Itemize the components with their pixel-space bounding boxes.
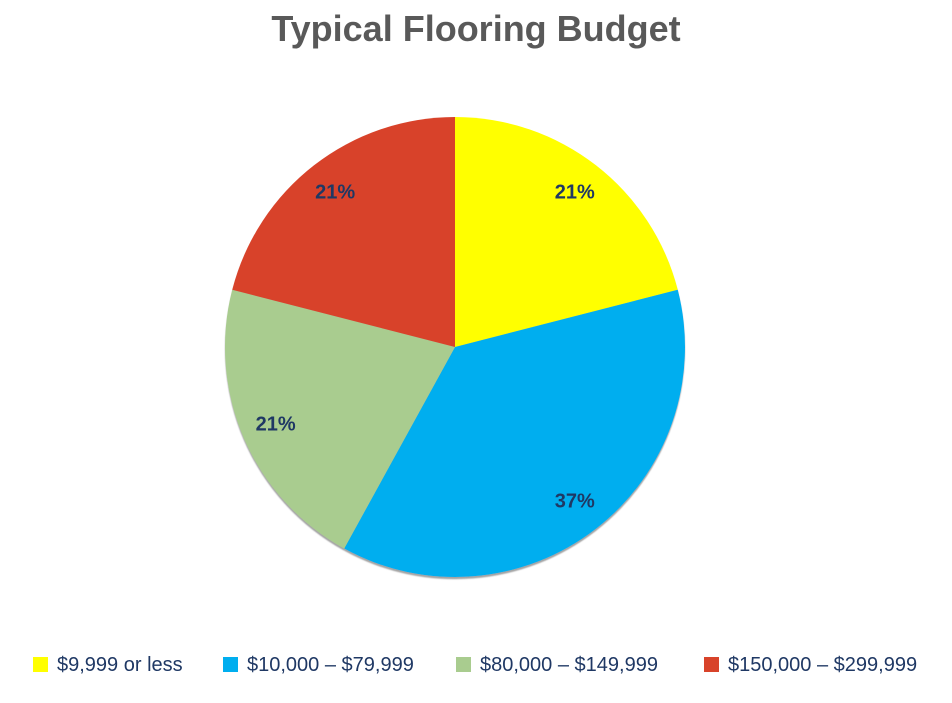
- svg-text:21%: 21%: [256, 413, 296, 435]
- svg-text:21%: 21%: [555, 181, 595, 203]
- svg-text:37%: 37%: [555, 490, 595, 512]
- svg-text:21%: 21%: [315, 181, 355, 203]
